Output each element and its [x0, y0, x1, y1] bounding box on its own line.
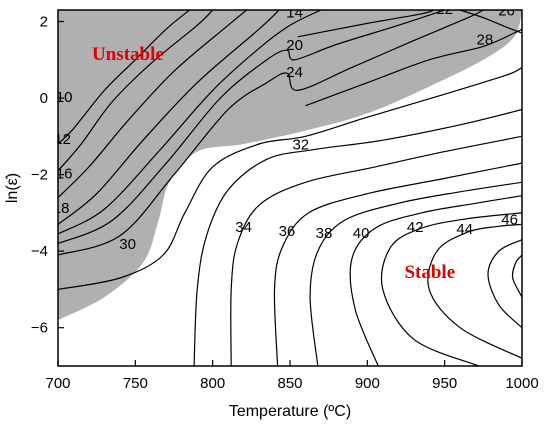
contour-label-28: 28: [477, 31, 494, 48]
contour-lines: [58, 10, 522, 366]
stable-region-label: Stable: [404, 262, 455, 283]
x-tick-label: 700: [45, 375, 70, 392]
y-tick-label: −4: [31, 243, 48, 260]
y-axis-title: ln(ε̇): [4, 173, 21, 203]
contour-line-42: [380, 212, 522, 366]
contour-label-24: 24: [286, 64, 303, 81]
contour-line-40: [349, 195, 522, 366]
y-tick-label: −2: [31, 167, 48, 184]
contour-line-36: [273, 162, 522, 366]
contour-line-30: [58, 66, 522, 290]
contour-label-44: 44: [456, 221, 473, 238]
x-tick-label: 1000: [505, 375, 538, 392]
x-tick-label: 900: [355, 375, 380, 392]
contour-label-36: 36: [279, 223, 296, 240]
unstable-region-shading: [58, 10, 522, 321]
x-axis-title: Temperature (ºC): [229, 403, 351, 420]
y-axis: 2 0 −2 −4 −6: [31, 13, 64, 337]
contour-label-42: 42: [407, 219, 424, 236]
contour-label-10: 10: [56, 89, 73, 106]
contour-line-12: [58, 10, 214, 172]
contour-label-14: 14: [286, 5, 303, 22]
y-tick-label: 0: [40, 90, 48, 107]
contour-line-32: [193, 108, 522, 366]
contour-label-26: 26: [498, 3, 515, 20]
contour-line-44: [427, 223, 522, 359]
x-tick-label: 950: [432, 375, 457, 392]
contour-line-22: [297, 10, 435, 38]
contour-label-38: 38: [316, 225, 333, 242]
contour-label-12: 12: [54, 131, 71, 148]
contour-label-34: 34: [235, 219, 252, 236]
contour-line-18: [58, 10, 280, 225]
contour-label-40: 40: [353, 225, 370, 242]
contour-line-26: [459, 10, 522, 34]
x-tick-label: 750: [123, 375, 148, 392]
x-axis: 700 750 800 850 900 950 1000: [45, 360, 539, 392]
contour-label-46: 46: [501, 211, 518, 228]
contour-label-16: 16: [56, 165, 73, 182]
x-tick-label: 850: [277, 375, 302, 392]
contour-line-20: [58, 10, 445, 245]
contour-line-28: [305, 28, 522, 107]
contour-label-18: 18: [53, 200, 70, 217]
contour-line-24: [58, 10, 484, 256]
contour-line-38: [309, 181, 522, 366]
contour-line-16: [58, 10, 248, 199]
contour-line-unlabeled-19: [511, 254, 522, 298]
x-tick-label: 800: [200, 375, 225, 392]
contour-label-32: 32: [292, 137, 309, 154]
contour-label-20: 20: [286, 37, 303, 54]
y-tick-label: −6: [31, 320, 48, 337]
unstable-region-label: Unstable: [92, 44, 164, 65]
contour-label-30: 30: [119, 236, 136, 253]
contour-line-10: [58, 10, 190, 145]
contour-label-22: 22: [436, 1, 453, 18]
contour-line-46: [487, 239, 522, 329]
y-tick-label: 2: [40, 13, 48, 30]
contour-line-14: [58, 10, 322, 235]
contour-line-34: [230, 135, 522, 366]
